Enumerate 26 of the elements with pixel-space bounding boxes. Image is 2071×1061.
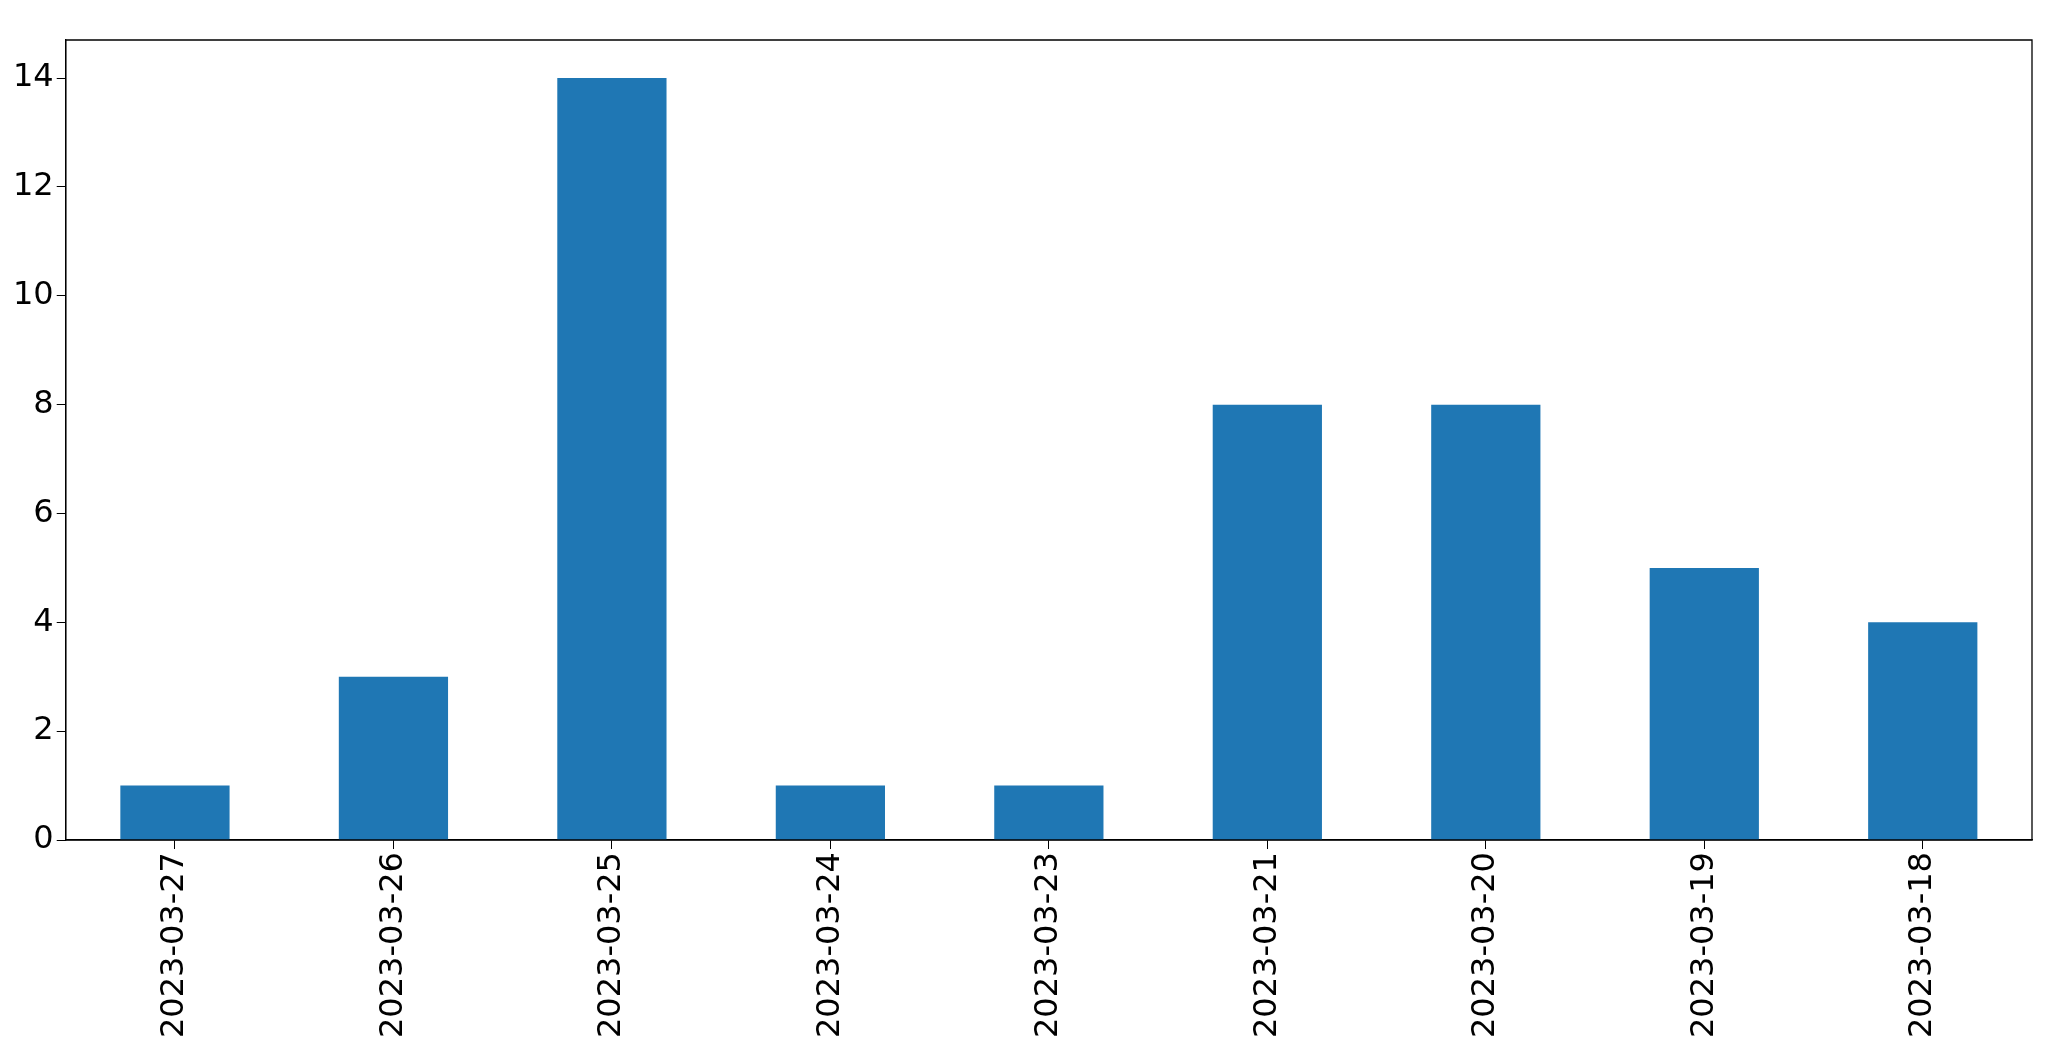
x-tick-label: 2023-03-26 [371, 852, 410, 1038]
x-tick-label: 2023-03-25 [590, 852, 629, 1038]
y-tick-label: 6 [33, 491, 54, 530]
x-tick-label: 2023-03-24 [808, 852, 847, 1038]
bar [775, 785, 885, 840]
y-tick-label: 8 [33, 382, 54, 421]
x-tick-label: 2023-03-21 [1245, 852, 1284, 1038]
bar [338, 676, 449, 840]
x-tick-label: 2023-03-20 [1464, 852, 1503, 1038]
x-tick-label: 2023-03-19 [1682, 852, 1721, 1038]
y-tick-label: 14 [13, 56, 54, 95]
x-tick-label: 2023-03-27 [153, 852, 192, 1038]
y-tick-label: 4 [33, 600, 54, 639]
y-tick-label: 10 [13, 274, 54, 313]
y-tick-label: 12 [13, 165, 54, 204]
bar [557, 78, 667, 840]
x-tick-label: 2023-03-23 [1027, 852, 1066, 1038]
y-tick-label: 0 [33, 818, 54, 857]
bar [120, 785, 230, 840]
bar [994, 785, 1104, 840]
bar [1431, 404, 1541, 840]
bar [1868, 622, 1978, 840]
bar [1649, 567, 1759, 840]
bar [1212, 404, 1322, 840]
y-tick-label: 2 [33, 709, 54, 748]
x-tick-label: 2023-03-18 [1901, 852, 1940, 1038]
